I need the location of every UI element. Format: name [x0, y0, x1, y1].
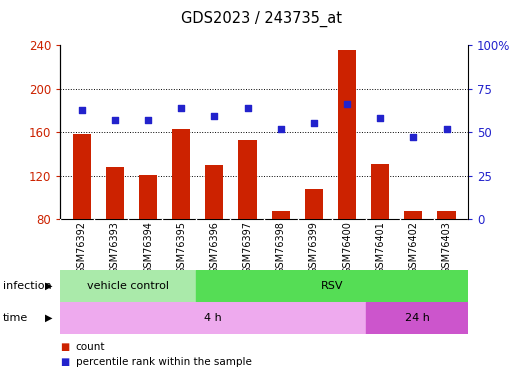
Text: ▶: ▶ [45, 313, 52, 323]
Bar [60, 270, 196, 302]
Text: GSM76401: GSM76401 [375, 221, 385, 274]
Text: vehicle control: vehicle control [87, 281, 169, 291]
Text: ■: ■ [60, 357, 70, 367]
Text: GSM76393: GSM76393 [110, 221, 120, 274]
Text: infection: infection [3, 281, 51, 291]
Bar [366, 302, 468, 334]
Point [210, 114, 219, 120]
Bar [371, 164, 389, 219]
Text: GSM76399: GSM76399 [309, 221, 319, 274]
Bar [60, 302, 366, 334]
Bar [437, 211, 456, 219]
Point [111, 117, 119, 123]
Text: GSM76403: GSM76403 [441, 221, 451, 274]
Text: GSM76394: GSM76394 [143, 221, 153, 274]
Point [77, 106, 86, 112]
Point [144, 117, 152, 123]
Point [409, 134, 417, 140]
Text: percentile rank within the sample: percentile rank within the sample [76, 357, 252, 367]
Text: GSM76398: GSM76398 [276, 221, 286, 274]
Point [376, 115, 384, 121]
Point [310, 120, 318, 126]
Bar [271, 211, 290, 219]
Bar [196, 270, 468, 302]
Point [243, 105, 252, 111]
Bar [338, 51, 356, 219]
Bar [106, 167, 124, 219]
Text: GSM76392: GSM76392 [77, 221, 87, 274]
Text: GSM76400: GSM76400 [342, 221, 352, 274]
Text: GSM76396: GSM76396 [209, 221, 219, 274]
Bar [404, 211, 423, 219]
Bar [205, 165, 223, 219]
Text: RSV: RSV [321, 281, 344, 291]
Text: GDS2023 / 243735_at: GDS2023 / 243735_at [181, 11, 342, 27]
Bar [305, 189, 323, 219]
Text: count: count [76, 342, 105, 352]
Point [343, 101, 351, 107]
Point [177, 105, 185, 111]
Text: ▶: ▶ [45, 281, 52, 291]
Text: 24 h: 24 h [405, 313, 429, 323]
Text: GSM76395: GSM76395 [176, 221, 186, 274]
Point [277, 126, 285, 132]
Text: GSM76397: GSM76397 [243, 221, 253, 274]
Bar [139, 175, 157, 219]
Bar [73, 134, 91, 219]
Text: GSM76402: GSM76402 [408, 221, 418, 274]
Point [442, 126, 451, 132]
Text: ■: ■ [60, 342, 70, 352]
Bar [172, 129, 190, 219]
Text: 4 h: 4 h [204, 313, 222, 323]
Text: time: time [3, 313, 28, 323]
Bar [238, 140, 257, 219]
